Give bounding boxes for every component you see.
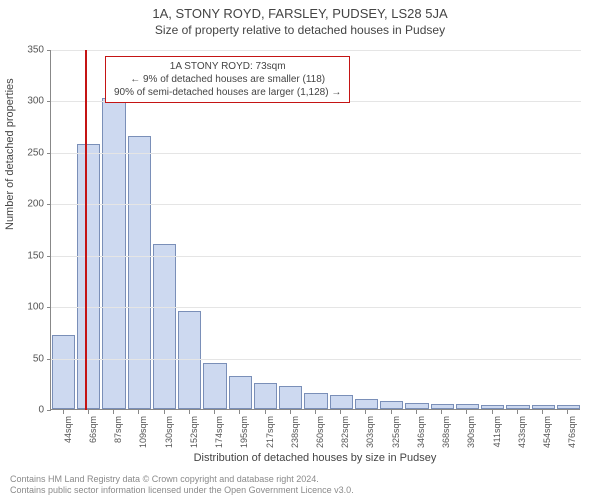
y-tick-mark xyxy=(47,50,51,51)
x-tick-mark xyxy=(113,410,114,414)
y-tick-label: 0 xyxy=(4,405,44,416)
annotation-line: 1A STONY ROYD: 73sqm xyxy=(114,60,341,73)
histogram-bar xyxy=(153,244,176,409)
y-tick-label: 50 xyxy=(4,353,44,364)
histogram-bar xyxy=(304,393,327,409)
x-tick-label: 346sqm xyxy=(416,416,426,466)
x-tick-label: 433sqm xyxy=(517,416,527,466)
chart-area: Number of detached properties Distributi… xyxy=(50,50,580,410)
y-tick-label: 350 xyxy=(4,45,44,56)
x-tick-mark xyxy=(416,410,417,414)
y-tick-label: 300 xyxy=(4,96,44,107)
grid-line xyxy=(51,307,581,308)
footer-line-1: Contains HM Land Registry data © Crown c… xyxy=(10,474,354,485)
y-tick-mark xyxy=(47,256,51,257)
histogram-bar xyxy=(405,403,428,409)
x-tick-mark xyxy=(189,410,190,414)
histogram-bar xyxy=(532,405,555,409)
histogram-bar xyxy=(279,386,302,409)
histogram-bar xyxy=(102,98,125,409)
y-tick-mark xyxy=(47,204,51,205)
grid-line xyxy=(51,359,581,360)
histogram-bar xyxy=(456,404,479,409)
x-tick-mark xyxy=(88,410,89,414)
x-tick-label: 152sqm xyxy=(189,416,199,466)
x-tick-label: 303sqm xyxy=(365,416,375,466)
x-tick-mark xyxy=(138,410,139,414)
grid-line xyxy=(51,153,581,154)
histogram-bar xyxy=(557,405,580,409)
chart-container: 1A, STONY ROYD, FARSLEY, PUDSEY, LS28 5J… xyxy=(0,0,600,500)
x-tick-mark xyxy=(164,410,165,414)
x-tick-mark xyxy=(542,410,543,414)
histogram-bar xyxy=(355,399,378,409)
annotation-box: 1A STONY ROYD: 73sqm← 9% of detached hou… xyxy=(105,56,350,103)
x-tick-mark xyxy=(265,410,266,414)
plot-area xyxy=(50,50,580,410)
histogram-bar xyxy=(481,405,504,409)
x-tick-mark xyxy=(517,410,518,414)
histogram-bar xyxy=(52,335,75,409)
x-tick-label: 411sqm xyxy=(492,416,502,466)
x-tick-label: 454sqm xyxy=(542,416,552,466)
x-tick-mark xyxy=(466,410,467,414)
x-tick-label: 325sqm xyxy=(391,416,401,466)
y-tick-mark xyxy=(47,359,51,360)
x-tick-label: 217sqm xyxy=(265,416,275,466)
x-tick-label: 476sqm xyxy=(567,416,577,466)
x-tick-label: 109sqm xyxy=(138,416,148,466)
annotation-line: ← 9% of detached houses are smaller (118… xyxy=(114,73,341,86)
y-tick-mark xyxy=(47,307,51,308)
histogram-bar xyxy=(431,404,454,409)
y-tick-mark xyxy=(47,101,51,102)
x-tick-mark xyxy=(340,410,341,414)
y-tick-mark xyxy=(47,410,51,411)
x-tick-mark xyxy=(441,410,442,414)
histogram-bar xyxy=(330,395,353,409)
x-tick-label: 174sqm xyxy=(214,416,224,466)
histogram-bar xyxy=(178,311,201,409)
x-tick-mark xyxy=(365,410,366,414)
page-subtitle: Size of property relative to detached ho… xyxy=(0,21,600,37)
x-tick-mark xyxy=(492,410,493,414)
x-tick-mark xyxy=(63,410,64,414)
x-tick-label: 390sqm xyxy=(466,416,476,466)
y-tick-label: 250 xyxy=(4,147,44,158)
y-tick-label: 100 xyxy=(4,302,44,313)
x-tick-label: 282sqm xyxy=(340,416,350,466)
histogram-bar xyxy=(229,376,252,409)
histogram-bar xyxy=(77,144,100,409)
x-tick-label: 130sqm xyxy=(164,416,174,466)
x-tick-mark xyxy=(315,410,316,414)
x-tick-mark xyxy=(567,410,568,414)
x-tick-label: 238sqm xyxy=(290,416,300,466)
histogram-bar xyxy=(128,136,151,409)
page-title: 1A, STONY ROYD, FARSLEY, PUDSEY, LS28 5J… xyxy=(0,0,600,21)
x-tick-label: 260sqm xyxy=(315,416,325,466)
grid-line xyxy=(51,256,581,257)
x-tick-label: 195sqm xyxy=(239,416,249,466)
y-tick-mark xyxy=(47,153,51,154)
grid-line xyxy=(51,50,581,51)
x-tick-label: 368sqm xyxy=(441,416,451,466)
annotation-line: 90% of semi-detached houses are larger (… xyxy=(114,86,341,99)
x-tick-label: 66sqm xyxy=(88,416,98,466)
x-tick-mark xyxy=(239,410,240,414)
bars-layer xyxy=(51,49,581,409)
histogram-bar xyxy=(380,401,403,409)
property-marker-line xyxy=(85,50,87,410)
histogram-bar xyxy=(203,363,226,409)
x-tick-label: 44sqm xyxy=(63,416,73,466)
grid-line xyxy=(51,204,581,205)
histogram-bar xyxy=(254,383,277,409)
y-tick-label: 200 xyxy=(4,199,44,210)
y-tick-label: 150 xyxy=(4,250,44,261)
x-tick-mark xyxy=(290,410,291,414)
x-tick-mark xyxy=(214,410,215,414)
footer-line-2: Contains public sector information licen… xyxy=(10,485,354,496)
footer: Contains HM Land Registry data © Crown c… xyxy=(10,474,354,497)
x-tick-mark xyxy=(391,410,392,414)
histogram-bar xyxy=(506,405,529,409)
x-tick-label: 87sqm xyxy=(113,416,123,466)
